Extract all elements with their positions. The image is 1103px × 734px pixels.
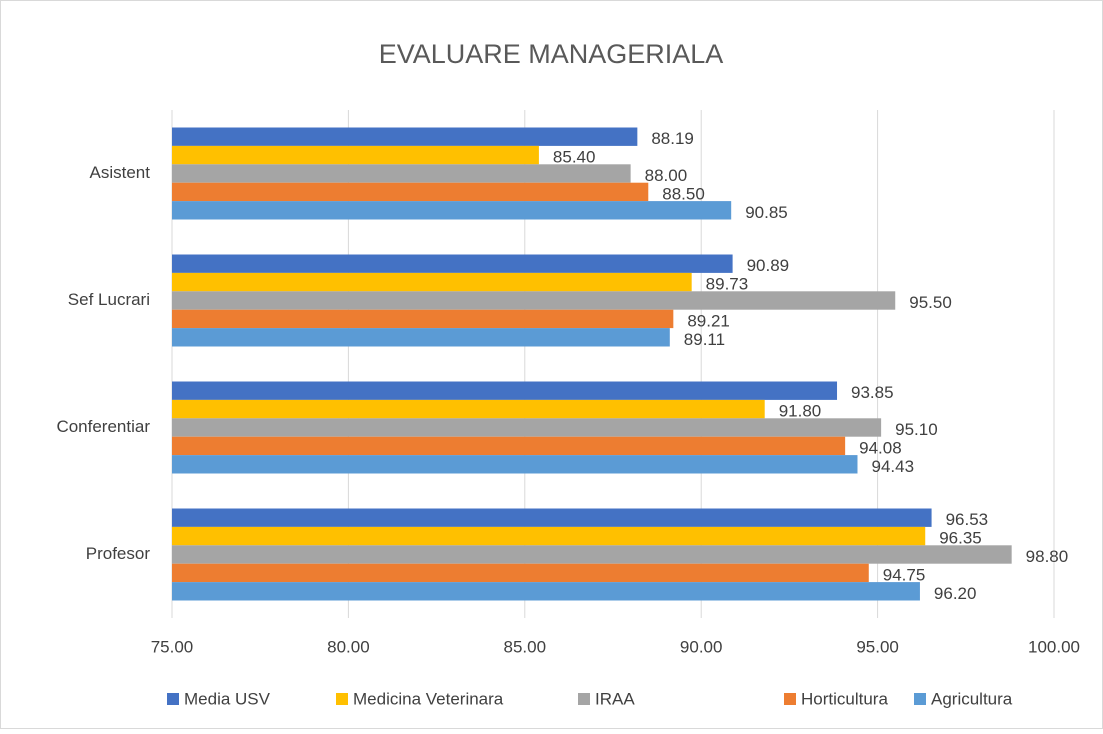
data-label: 89.21 [687, 311, 730, 330]
legend-label: Agricultura [931, 689, 1013, 708]
bar [172, 526, 926, 546]
data-label: 94.43 [871, 457, 914, 476]
data-label: 96.35 [939, 529, 982, 548]
data-label: 88.50 [662, 184, 705, 203]
data-label: 93.85 [851, 383, 894, 402]
bar [172, 399, 765, 419]
data-label: 90.89 [747, 256, 790, 275]
y-tick-label: Sef Lucrari [68, 290, 150, 309]
x-tick-label: 100.00 [1028, 637, 1080, 656]
bar [172, 455, 858, 474]
data-label: 96.20 [934, 584, 977, 603]
bar [172, 164, 631, 183]
y-tick-label: Profesor [86, 544, 151, 563]
data-label: 94.08 [859, 438, 902, 457]
data-label: 89.73 [706, 275, 749, 294]
data-label: 98.80 [1026, 547, 1069, 566]
bar [172, 182, 649, 202]
bar [172, 309, 674, 329]
legend-swatch [167, 693, 179, 705]
data-label: 95.50 [909, 293, 952, 312]
data-label: 85.40 [553, 148, 596, 167]
bar [172, 436, 846, 456]
bar [172, 127, 638, 146]
data-label: 90.85 [745, 203, 788, 222]
bar [172, 145, 539, 165]
x-tick-label: 95.00 [856, 637, 899, 656]
bar [172, 328, 670, 347]
legend-swatch [784, 693, 796, 705]
chart-title: EVALUARE MANAGERIALA [379, 39, 724, 69]
bar [172, 254, 733, 273]
x-tick-label: 90.00 [680, 637, 723, 656]
bar [172, 545, 1012, 564]
legend-label: IRAA [595, 689, 635, 708]
legend-label: Medicina Veterinara [353, 689, 504, 708]
bar [172, 381, 838, 400]
bar [172, 418, 882, 437]
data-label: 96.53 [946, 510, 989, 529]
data-label: 89.11 [684, 330, 725, 349]
legend-swatch [914, 693, 926, 705]
x-tick-label: 80.00 [327, 637, 370, 656]
data-label: 88.00 [645, 166, 688, 185]
bar [172, 291, 896, 310]
bar [172, 508, 932, 527]
x-tick-label: 75.00 [151, 637, 194, 656]
data-label: 91.80 [779, 402, 822, 421]
data-label: 95.10 [895, 420, 938, 439]
legend-label: Media USV [184, 689, 271, 708]
bar [172, 582, 920, 601]
legend-swatch [578, 693, 590, 705]
legend-swatch [336, 693, 348, 705]
x-tick-label: 85.00 [504, 637, 547, 656]
legend-label: Horticultura [801, 689, 888, 708]
bar [172, 563, 869, 583]
bar [172, 272, 692, 292]
data-label: 88.19 [651, 129, 694, 148]
bar [172, 201, 732, 220]
data-label: 94.75 [883, 565, 926, 584]
y-tick-label: Conferentiar [56, 417, 150, 436]
y-tick-label: Asistent [90, 163, 151, 182]
